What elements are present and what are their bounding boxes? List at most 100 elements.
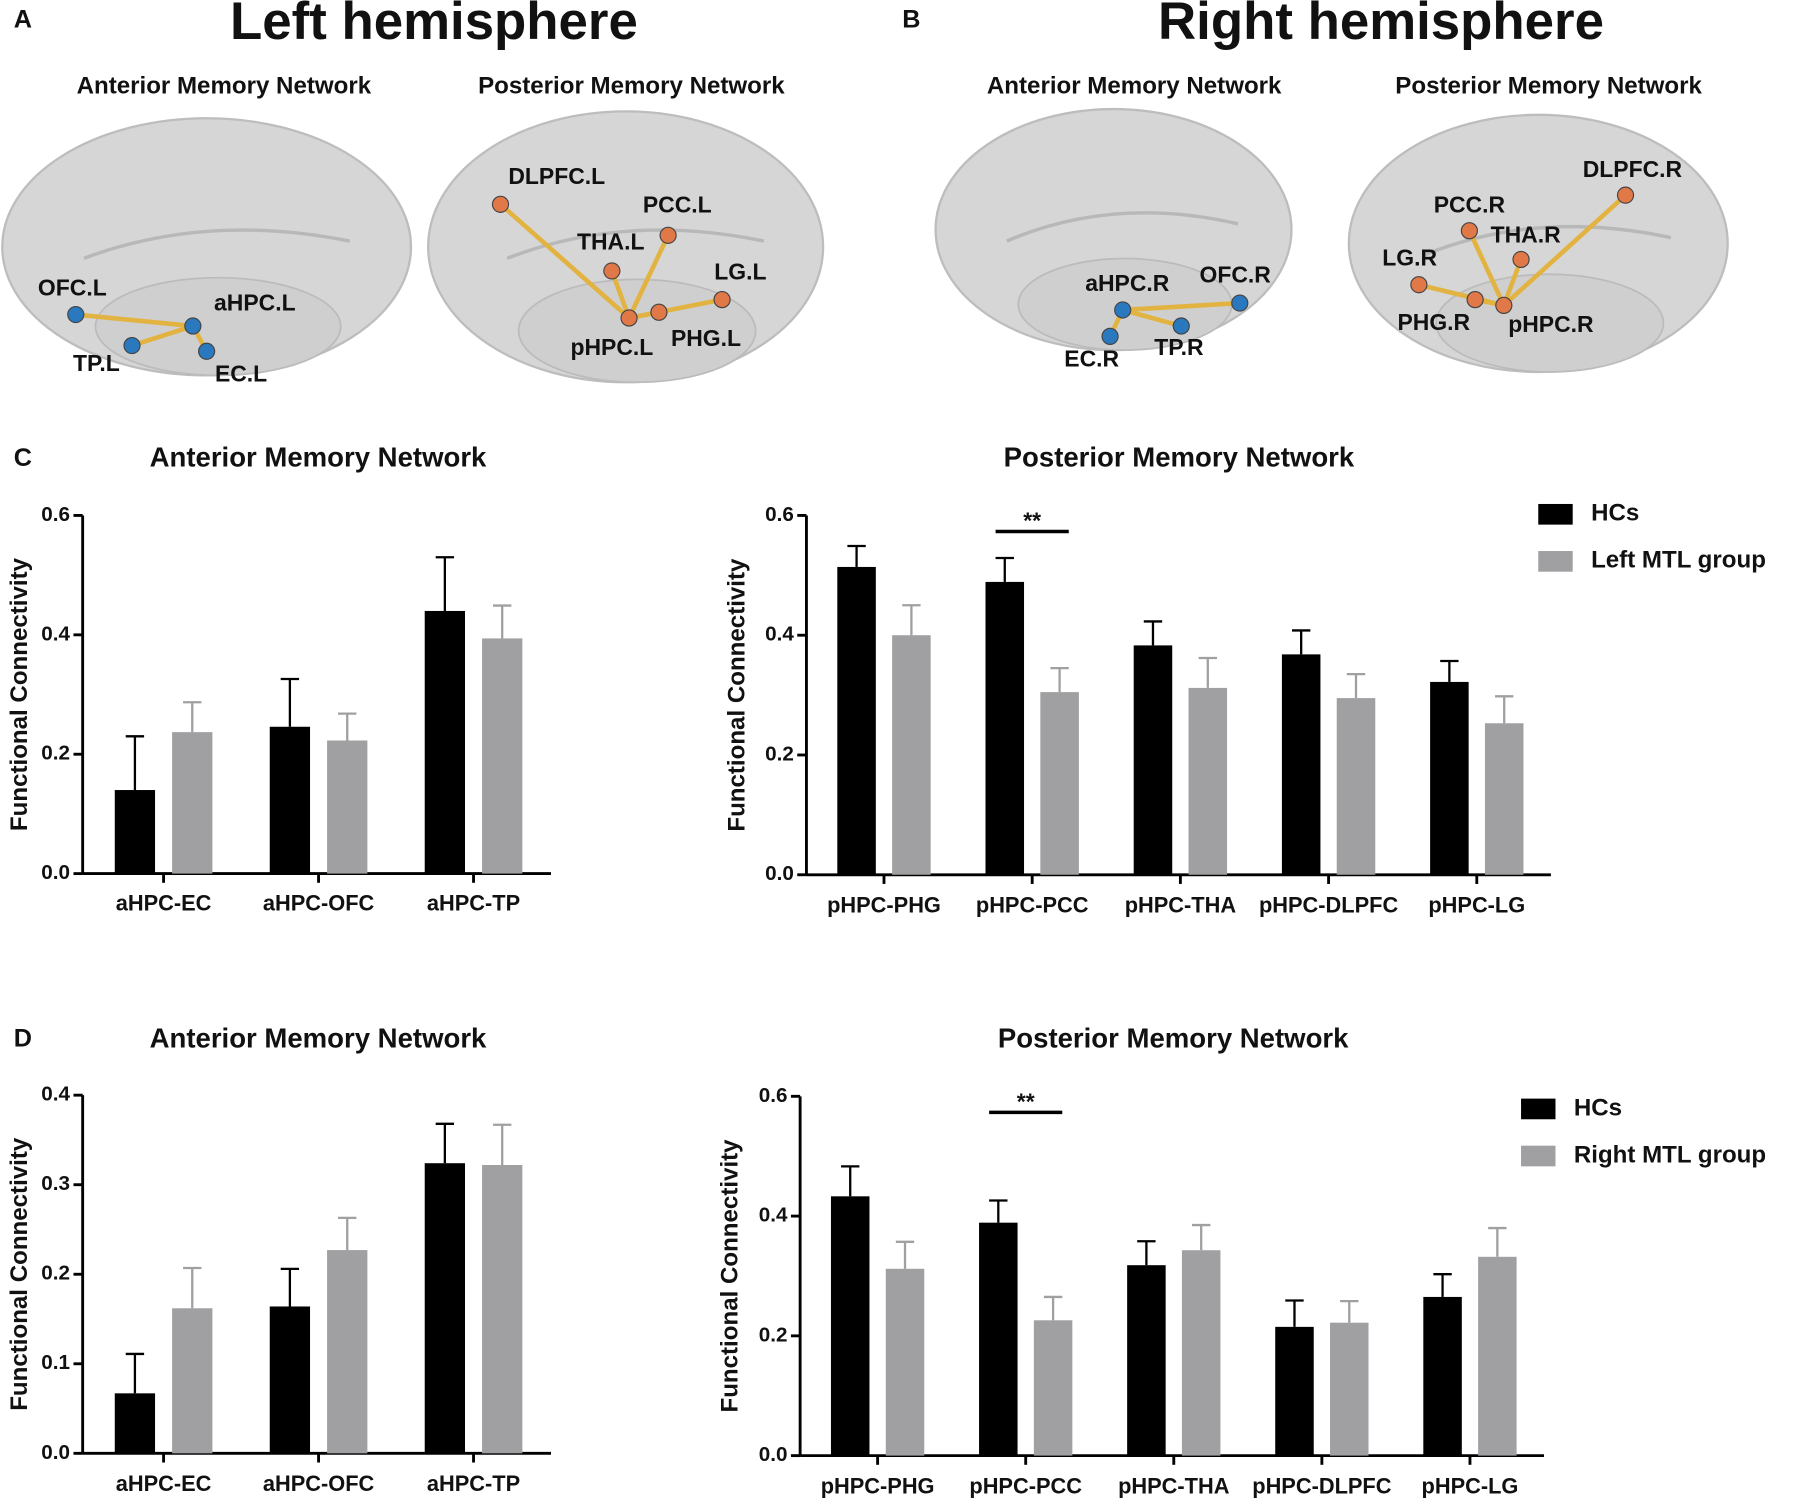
bar (114, 790, 156, 874)
network-title: Posterior Memory Network (478, 73, 785, 100)
node-label: aHPC.L (214, 289, 296, 315)
y-tick-label: 0.3 (41, 1172, 70, 1195)
bar (114, 1393, 156, 1454)
y-axis-label: Functional Connectivity (717, 1139, 744, 1413)
network-title: Posterior Memory Network (1395, 73, 1702, 100)
panel-label: B (902, 5, 920, 33)
y-tick-label: 0.6 (765, 503, 794, 526)
significance-label: ** (1017, 1088, 1035, 1114)
x-tick-label: pHPC-LG (1428, 893, 1525, 918)
connection (498, 202, 631, 320)
bar (1275, 1326, 1314, 1456)
temporal-lobe (1435, 273, 1665, 373)
x-tick-label: aHPC-TP (427, 890, 520, 915)
brain-node (620, 309, 638, 327)
node-label: DLPFC.R (1583, 156, 1683, 182)
x-tick-label: pHPC-LG (1422, 1474, 1519, 1499)
x-tick-label: pHPC-PCC (969, 1474, 1082, 1499)
connection (131, 323, 194, 348)
brain-node (1466, 291, 1484, 309)
y-tick-label: 0.4 (41, 1083, 70, 1106)
bar (1188, 687, 1228, 875)
brain-node (1172, 317, 1190, 335)
bar (1281, 654, 1321, 875)
y-tick-label: 0.2 (765, 742, 794, 765)
y-tick-label: 0.2 (41, 742, 70, 765)
bar (482, 638, 523, 874)
bar (1478, 1256, 1517, 1456)
x-tick-label: pHPC-THA (1118, 1474, 1230, 1499)
bar (830, 1196, 870, 1456)
bar (1430, 681, 1469, 875)
bar (1423, 1296, 1462, 1456)
network-title: Anterior Memory Network (77, 73, 372, 100)
brain-node (1114, 301, 1132, 319)
y-tick-label: 0.4 (765, 623, 794, 646)
bar (172, 1308, 213, 1454)
x-tick-label: aHPC-OFC (263, 1471, 375, 1496)
y-tick-label: 0.6 (41, 503, 70, 526)
brain-node (491, 195, 510, 213)
x-tick-label: aHPC-TP (427, 1471, 520, 1496)
bar (269, 1306, 311, 1454)
y-tick-label: 0.4 (41, 622, 70, 645)
legend-label: Right MTL group (1574, 1141, 1766, 1168)
node-label: EC.R (1064, 346, 1119, 372)
node-label: PHG.L (671, 325, 741, 351)
panel-label: D (14, 1025, 32, 1053)
node-label: OFC.R (1200, 262, 1272, 288)
legend-label: HCs (1591, 500, 1639, 527)
sulcus (83, 228, 351, 260)
bar (1484, 723, 1524, 875)
brain-node (603, 262, 621, 280)
node-label: TP.L (73, 350, 120, 376)
chart-title: Anterior Memory Network (150, 441, 487, 472)
legend-label: HCs (1574, 1094, 1622, 1121)
bar (1336, 698, 1376, 875)
connection (1122, 307, 1182, 329)
legend-swatch (1538, 551, 1573, 572)
node-label: PCC.R (1434, 192, 1506, 218)
brain-node (1410, 276, 1428, 294)
temporal-lobe (94, 276, 342, 377)
bar (892, 635, 931, 875)
brain-node (184, 317, 202, 335)
bar (1040, 692, 1079, 875)
x-tick-label: aHPC-OFC (263, 890, 375, 915)
y-tick-label: 0.4 (759, 1204, 788, 1227)
brain-node (198, 342, 216, 360)
brain-node (1616, 186, 1635, 204)
brain-node (1101, 327, 1119, 345)
connection (1467, 229, 1506, 307)
brain-node (1231, 294, 1249, 312)
node-label: pHPC.R (1508, 311, 1594, 337)
panel-label: C (14, 444, 32, 472)
x-tick-label: aHPC-EC (116, 1471, 212, 1496)
node-label: OFC.L (38, 274, 107, 300)
y-tick-label: 0.1 (41, 1351, 70, 1374)
hemisphere-title: Left hemisphere (230, 0, 638, 51)
bar (1133, 645, 1173, 875)
x-tick-label: pHPC-PHG (827, 893, 941, 918)
node-label: LG.L (714, 258, 766, 284)
y-axis-label: Functional Connectivity (6, 557, 33, 831)
brain-node (659, 226, 677, 244)
bar (172, 732, 213, 874)
y-axis-label: Functional Connectivity (6, 1137, 33, 1411)
brain-node (1495, 296, 1513, 314)
bar (327, 740, 368, 874)
legend-swatch (1538, 503, 1573, 525)
connection (627, 234, 671, 319)
node-label: PCC.L (643, 192, 712, 218)
legend-swatch (1521, 1098, 1556, 1120)
x-tick-label: pHPC-DLPFC (1252, 1474, 1392, 1499)
bar (269, 726, 311, 874)
y-tick-label: 0.2 (41, 1262, 70, 1285)
network-title: Anterior Memory Network (987, 73, 1282, 100)
y-tick-label: 0.0 (765, 862, 794, 885)
node-label: aHPC.R (1085, 270, 1170, 296)
bar (424, 610, 466, 874)
brain-node (650, 303, 668, 321)
bar (885, 1268, 925, 1456)
